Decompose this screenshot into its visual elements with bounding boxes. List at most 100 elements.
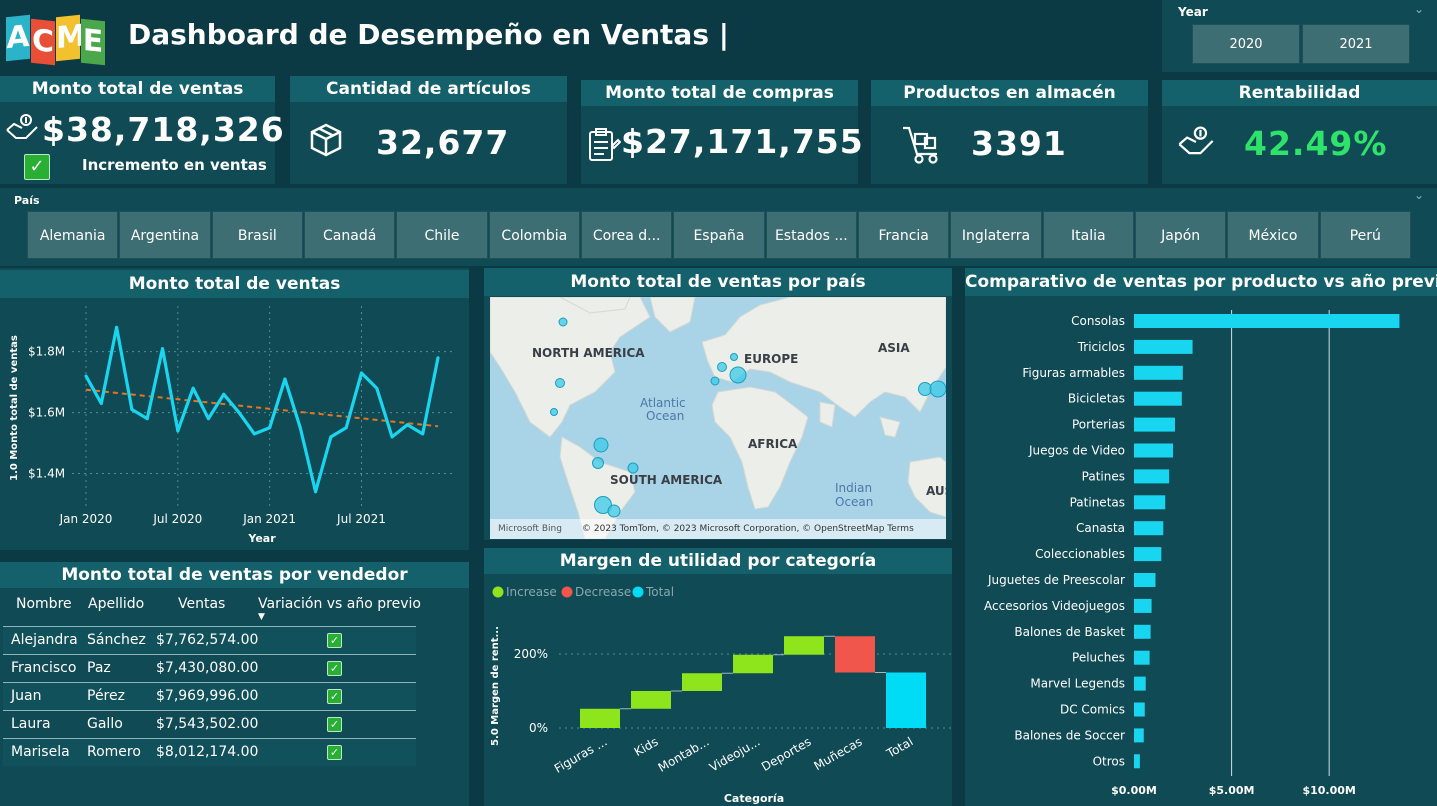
map-bubble[interactable] bbox=[729, 366, 747, 384]
country-option[interactable]: Alemania bbox=[27, 211, 119, 259]
data-point[interactable] bbox=[206, 417, 210, 421]
data-point[interactable] bbox=[176, 429, 180, 433]
chevron-down-icon[interactable]: ⌄ bbox=[1414, 2, 1425, 16]
data-point[interactable] bbox=[329, 435, 333, 439]
map-bubble[interactable] bbox=[558, 317, 568, 327]
product-bar[interactable] bbox=[1134, 624, 1151, 639]
data-point[interactable] bbox=[268, 426, 272, 430]
country-option[interactable]: Perú bbox=[1319, 211, 1411, 259]
data-point[interactable] bbox=[84, 374, 88, 378]
table-row[interactable]: Juan Pérez $7,969,996.00 ✓ bbox=[3, 682, 416, 710]
product-bar[interactable] bbox=[1134, 443, 1174, 458]
map-bubble[interactable] bbox=[555, 378, 565, 388]
product-bar[interactable] bbox=[1134, 495, 1166, 510]
waterfall-bar[interactable] bbox=[835, 636, 875, 673]
data-point[interactable] bbox=[252, 432, 256, 436]
product-bar[interactable] bbox=[1134, 728, 1144, 743]
product-bar[interactable] bbox=[1134, 702, 1145, 717]
map-bubble[interactable] bbox=[710, 376, 720, 386]
data-point[interactable] bbox=[222, 392, 226, 396]
waterfall-bar[interactable] bbox=[580, 708, 620, 728]
legend-label[interactable]: Total bbox=[645, 585, 674, 599]
data-point[interactable] bbox=[115, 325, 119, 329]
year-slicer-label: Year bbox=[1178, 5, 1208, 19]
year-option-2020[interactable]: 2020 bbox=[1192, 24, 1300, 64]
data-point[interactable] bbox=[298, 426, 302, 430]
product-bar[interactable] bbox=[1134, 314, 1400, 328]
year-option-2021[interactable]: 2021 bbox=[1302, 24, 1410, 64]
data-point[interactable] bbox=[344, 426, 348, 430]
map-bubble[interactable] bbox=[550, 408, 558, 416]
data-point[interactable] bbox=[390, 435, 394, 439]
data-point[interactable] bbox=[99, 401, 103, 405]
product-bar[interactable] bbox=[1134, 547, 1162, 562]
country-option[interactable]: Chile bbox=[396, 211, 488, 259]
data-point[interactable] bbox=[375, 386, 379, 390]
data-point[interactable] bbox=[130, 408, 134, 412]
legend-label[interactable]: Decrease bbox=[575, 585, 631, 599]
data-point[interactable] bbox=[421, 432, 425, 436]
map-bubble[interactable] bbox=[730, 353, 738, 361]
waterfall-chart[interactable]: Increase Decrease Total 0% 200% 5.0 Margen de… bbox=[484, 576, 952, 806]
chevron-down-icon[interactable]: ⌄ bbox=[1414, 188, 1425, 202]
country-option[interactable]: Japón bbox=[1135, 211, 1227, 259]
data-point[interactable] bbox=[359, 371, 363, 375]
table-row[interactable]: Francisco Paz $7,430,080.00 ✓ bbox=[3, 654, 416, 682]
country-option[interactable]: Estados ... bbox=[765, 211, 857, 259]
data-point[interactable] bbox=[161, 347, 165, 351]
map-bubble[interactable] bbox=[717, 362, 727, 372]
data-point[interactable] bbox=[145, 417, 149, 421]
data-point[interactable] bbox=[237, 411, 241, 415]
map-bubble[interactable] bbox=[592, 457, 604, 469]
map-bubble[interactable] bbox=[593, 437, 609, 453]
waterfall-bar[interactable] bbox=[631, 691, 671, 709]
world-map[interactable]: NORTH AMERICA EUROPE ASIA AFRICA SOUTH A… bbox=[490, 297, 946, 539]
data-point[interactable] bbox=[314, 490, 318, 494]
product-bar[interactable] bbox=[1134, 391, 1182, 406]
country-option[interactable]: Corea d... bbox=[581, 211, 673, 259]
country-option[interactable]: Argentina bbox=[119, 211, 211, 259]
country-option[interactable]: España bbox=[673, 211, 765, 259]
waterfall-bar[interactable] bbox=[733, 654, 773, 674]
country-option[interactable]: Canadá bbox=[304, 211, 396, 259]
waterfall-bar[interactable] bbox=[886, 672, 926, 729]
product-bar-chart[interactable]: Consolas Triciclos Figuras armables Bicicle… bbox=[965, 298, 1437, 806]
data-point[interactable] bbox=[191, 386, 195, 390]
column-header-variacion[interactable]: Variación vs año previo bbox=[258, 596, 421, 612]
product-bar[interactable] bbox=[1134, 365, 1183, 380]
product-bar[interactable] bbox=[1134, 469, 1170, 484]
table-row[interactable]: Marisela Romero $8,012,174.00 ✓ bbox=[3, 738, 416, 766]
country-option[interactable]: Italia bbox=[1042, 211, 1134, 259]
product-bar[interactable] bbox=[1134, 754, 1140, 769]
country-option[interactable]: Brasil bbox=[211, 211, 303, 259]
column-header-apellido[interactable]: Apellido bbox=[88, 596, 145, 612]
table-row[interactable]: Laura Gallo $7,543,502.00 ✓ bbox=[3, 710, 416, 738]
country-option[interactable]: Francia bbox=[858, 211, 950, 259]
line-chart[interactable]: $1.4M $1.6M $1.8M Jan 2020 Jul 2020 Jan 2021 J… bbox=[0, 298, 469, 550]
product-bar[interactable] bbox=[1134, 573, 1156, 587]
country-option[interactable]: Colombia bbox=[488, 211, 580, 259]
map-bubble[interactable] bbox=[929, 380, 946, 398]
waterfall-bar[interactable] bbox=[784, 636, 824, 655]
table-row[interactable]: Alejandra Sánchez $7,762,574.00 ✓ bbox=[3, 626, 416, 654]
legend-label[interactable]: Increase bbox=[506, 585, 557, 599]
product-bar[interactable] bbox=[1134, 598, 1152, 613]
data-point[interactable] bbox=[436, 356, 440, 360]
map-bubble[interactable] bbox=[607, 504, 621, 518]
product-bar[interactable] bbox=[1134, 650, 1150, 665]
country-option[interactable]: Inglaterra bbox=[950, 211, 1042, 259]
sort-desc-icon[interactable]: ▼ bbox=[258, 612, 265, 622]
product-bar[interactable] bbox=[1134, 521, 1164, 536]
product-bar[interactable] bbox=[1134, 676, 1146, 691]
column-header-nombre[interactable]: Nombre bbox=[16, 596, 72, 612]
product-bar[interactable] bbox=[1134, 417, 1175, 432]
legend-marker bbox=[561, 586, 573, 598]
series-line[interactable] bbox=[84, 325, 440, 494]
data-point[interactable] bbox=[405, 423, 409, 427]
country-option[interactable]: México bbox=[1227, 211, 1319, 259]
column-header-ventas[interactable]: Ventas bbox=[178, 596, 226, 612]
waterfall-bar[interactable] bbox=[682, 673, 722, 691]
map-bubble[interactable] bbox=[627, 462, 639, 474]
product-bar[interactable] bbox=[1134, 339, 1193, 354]
data-point[interactable] bbox=[283, 377, 287, 381]
